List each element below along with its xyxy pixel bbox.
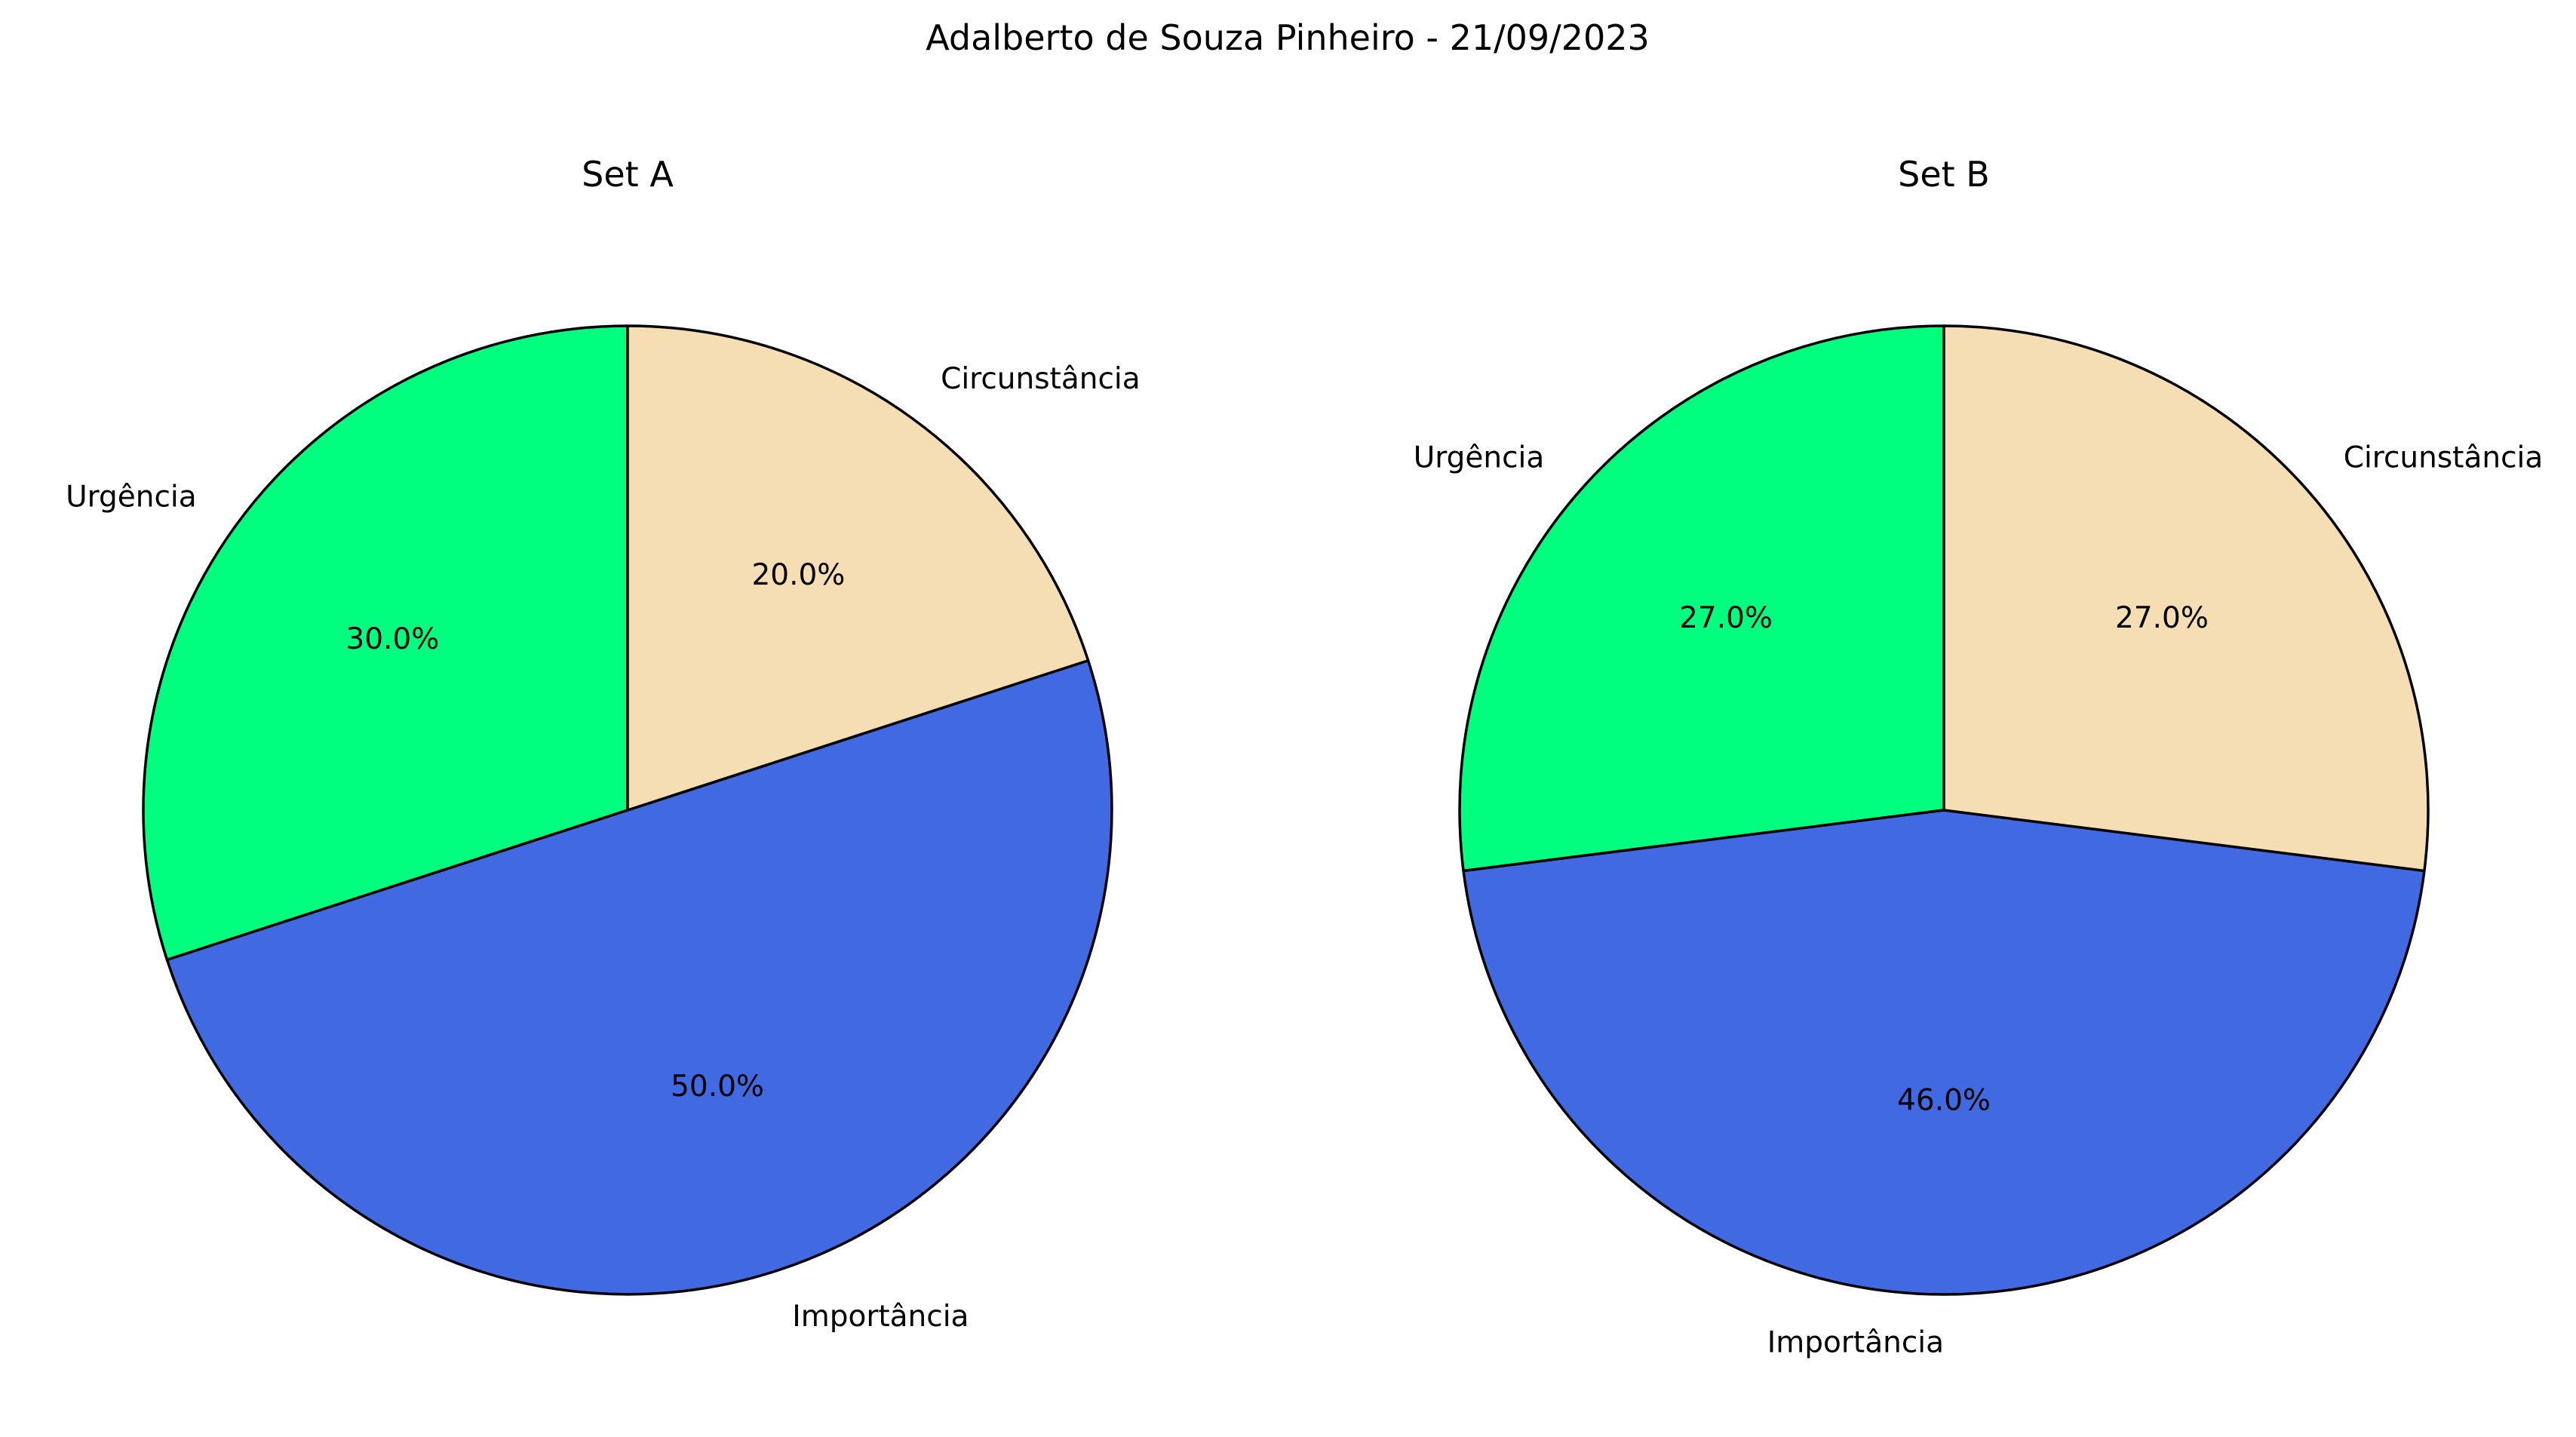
figure-title: Adalberto de Souza Pinheiro - 21/09/2023 bbox=[926, 17, 1650, 58]
pie-percentage-circunstancia: 27.0% bbox=[2115, 601, 2209, 635]
pie-percentage-urgencia: 30.0% bbox=[345, 622, 439, 656]
pie-percentage-importancia: 46.0% bbox=[1897, 1084, 1991, 1118]
pie-label-circunstancia: Circunstância bbox=[941, 362, 1141, 396]
pie-title-set-a: Set A bbox=[582, 154, 674, 195]
pie-percentage-circunstancia: 20.0% bbox=[751, 558, 845, 592]
pie-labels: Urgência 30.0% Importância 50.0% Circunstânc… bbox=[66, 362, 1140, 1334]
pie-percentage-urgencia: 27.0% bbox=[1679, 601, 1773, 635]
pie-label-importancia: Importância bbox=[1767, 1326, 1944, 1360]
pie-slice-circunstancia bbox=[626, 324, 1090, 812]
pie-slice-importancia bbox=[165, 659, 1113, 1296]
pie-slices bbox=[142, 324, 1113, 1296]
pie-label-importancia: Importância bbox=[792, 1300, 969, 1334]
pie-label-urgencia: Urgência bbox=[66, 480, 197, 514]
pie-slice-urgencia bbox=[142, 324, 629, 962]
pie-chart-set-a: Set A Urgência 30.0% Importância 50.0% Circu… bbox=[66, 154, 1140, 1334]
pie-percentage-importancia: 50.0% bbox=[671, 1070, 764, 1104]
pie-label-circunstancia: Circunstância bbox=[2344, 441, 2544, 474]
pie-chart-set-b: Set B Urgência 27.0% Importância 46.0% Circu… bbox=[1414, 154, 2544, 1360]
pie-labels: Urgência 27.0% Importância 46.0% Circunstânc… bbox=[1414, 441, 2544, 1359]
pie-slice-urgencia bbox=[1458, 324, 1945, 873]
pie-slices bbox=[1458, 324, 2430, 1296]
pie-label-urgencia: Urgência bbox=[1414, 441, 1545, 474]
pie-slice-circunstancia bbox=[1942, 324, 2430, 873]
pie-title-set-b: Set B bbox=[1898, 154, 1990, 195]
pie-slice-importancia bbox=[1462, 809, 2426, 1296]
